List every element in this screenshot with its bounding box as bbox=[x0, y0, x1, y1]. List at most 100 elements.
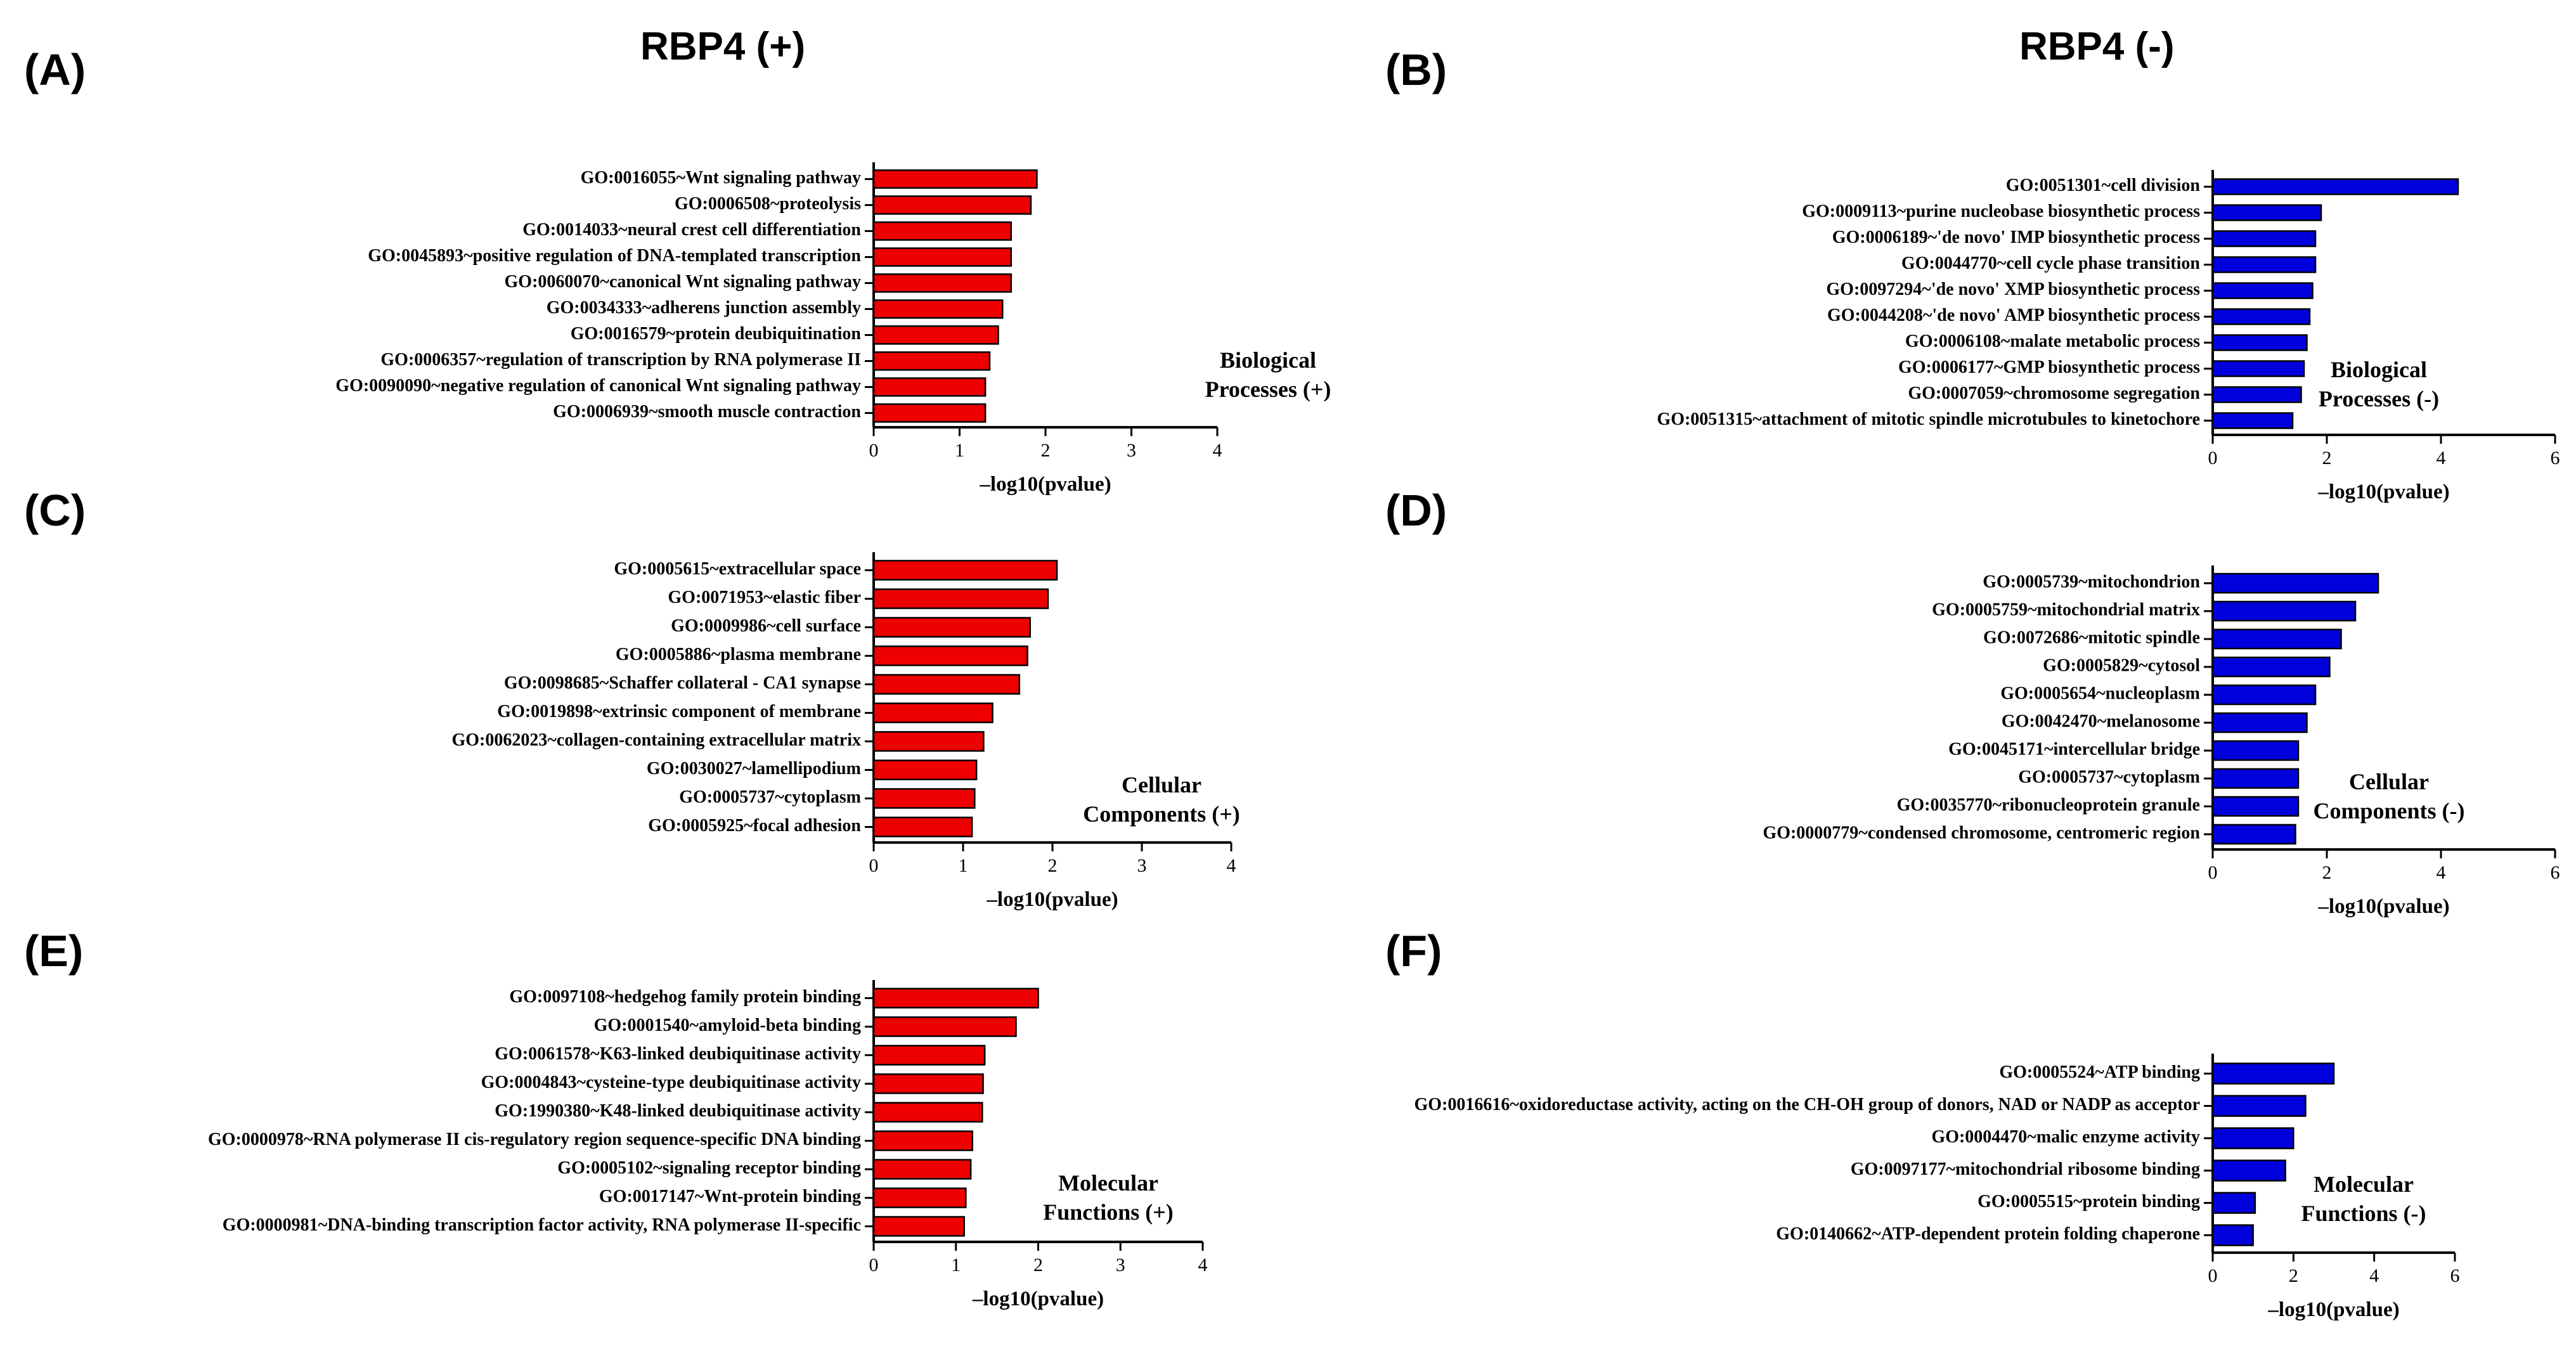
x-tick-label-d-2: 4 bbox=[2437, 862, 2446, 883]
bar-a-8 bbox=[872, 377, 987, 397]
category-label-d-9: GO:0000779~condensed chromosome, centrom… bbox=[1763, 823, 2200, 843]
x-tick-label-e-2: 2 bbox=[1033, 1255, 1043, 1275]
bar-c-6 bbox=[872, 731, 985, 752]
x-tick-label-a-1: 1 bbox=[955, 440, 964, 461]
category-annotation-line2-c: Components (+) bbox=[1083, 801, 1240, 827]
x-tick-label-a-0: 0 bbox=[869, 440, 879, 461]
category-label-e-3: GO:0004843~cysteine-type deubiquitinase … bbox=[481, 1073, 861, 1092]
category-label-f-4: GO:0005515~protein binding bbox=[1977, 1192, 2200, 1211]
x-tick-label-c-3: 3 bbox=[1137, 855, 1147, 876]
category-label-f-1: GO:0016616~oxidoreductase activity, acti… bbox=[1414, 1095, 2200, 1114]
x-tick-label-e-1: 1 bbox=[951, 1255, 961, 1275]
bar-a-3 bbox=[872, 247, 1013, 267]
bar-c-9 bbox=[872, 817, 973, 837]
x-tick-label-f-2: 4 bbox=[2369, 1265, 2379, 1286]
category-label-c-5: GO:0019898~extrinsic component of membra… bbox=[497, 702, 861, 721]
bar-f-4 bbox=[2211, 1192, 2256, 1214]
bar-b-0 bbox=[2211, 178, 2459, 195]
category-label-b-8: GO:0007059~chromosome segregation bbox=[1908, 384, 2200, 403]
category-label-b-7: GO:0006177~GMP biosynthetic process bbox=[1898, 358, 2200, 377]
bar-c-0 bbox=[872, 560, 1058, 581]
bar-d-0 bbox=[2211, 572, 2379, 594]
x-tick-label-f-1: 2 bbox=[2289, 1265, 2298, 1286]
category-label-c-3: GO:0005886~plasma membrane bbox=[616, 645, 861, 664]
panel-label-b: (B) bbox=[1385, 45, 1447, 94]
category-label-d-6: GO:0045171~intercellular bridge bbox=[1948, 739, 2200, 759]
category-label-c-1: GO:0071953~elastic fiber bbox=[668, 588, 861, 607]
category-label-d-3: GO:0005829~cytosol bbox=[2043, 655, 2200, 675]
bar-d-5 bbox=[2211, 712, 2308, 733]
panel-label-a: (A) bbox=[24, 45, 86, 94]
bar-c-2 bbox=[872, 617, 1031, 638]
category-label-e-0: GO:0097108~hedgehog family protein bindi… bbox=[509, 987, 861, 1007]
category-label-e-6: GO:0005102~signaling receptor binding bbox=[557, 1158, 861, 1178]
category-label-e-2: GO:0061578~K63-linked deubiquitinase act… bbox=[495, 1044, 861, 1064]
category-annotation-line1-b: Biological bbox=[2331, 357, 2427, 382]
bar-b-5 bbox=[2211, 308, 2311, 325]
category-label-d-4: GO:0005654~nucleoplasm bbox=[2000, 683, 2200, 703]
category-label-f-0: GO:0005524~ATP binding bbox=[1999, 1062, 2200, 1082]
category-label-d-1: GO:0005759~mitochondrial matrix bbox=[1932, 600, 2200, 619]
x-tick-label-b-1: 2 bbox=[2322, 448, 2332, 468]
category-label-b-9: GO:0051315~attachment of mitotic spindle… bbox=[1657, 410, 2200, 429]
x-tick-label-c-4: 4 bbox=[1227, 855, 1236, 876]
bar-d-9 bbox=[2211, 823, 2296, 845]
bar-a-4 bbox=[872, 273, 1013, 293]
category-label-a-4: GO:0060070~canonical Wnt signaling pathw… bbox=[505, 272, 861, 292]
bar-a-0 bbox=[872, 169, 1038, 189]
bar-e-8 bbox=[872, 1216, 965, 1237]
category-label-b-3: GO:0044770~cell cycle phase transition bbox=[1901, 254, 2200, 273]
category-label-b-2: GO:0006189~'de novo' IMP biosynthetic pr… bbox=[1832, 228, 2200, 247]
category-annotation-line2-a: Processes (+) bbox=[1205, 377, 1331, 402]
category-label-c-8: GO:0005737~cytoplasm bbox=[679, 787, 861, 807]
bar-c-8 bbox=[872, 788, 976, 809]
bar-f-2 bbox=[2211, 1127, 2294, 1149]
category-annotation-line1-e: Molecular bbox=[1058, 1170, 1158, 1196]
category-label-d-7: GO:0005737~cytoplasm bbox=[2018, 767, 2200, 787]
bar-a-1 bbox=[872, 195, 1032, 215]
bar-e-0 bbox=[872, 988, 1039, 1009]
x-tick-label-f-3: 6 bbox=[2450, 1265, 2460, 1286]
category-label-a-9: GO:0006939~smooth muscle contraction bbox=[553, 402, 861, 422]
category-label-a-2: GO:0014033~neural crest cell differentia… bbox=[522, 220, 861, 240]
category-label-a-1: GO:0006508~proteolysis bbox=[675, 194, 861, 214]
x-tick-label-f-0: 0 bbox=[2208, 1265, 2218, 1286]
bar-b-2 bbox=[2211, 230, 2317, 247]
bar-d-8 bbox=[2211, 796, 2300, 817]
category-label-b-0: GO:0051301~cell division bbox=[2006, 176, 2201, 195]
category-annotation-line1-c: Cellular bbox=[1122, 772, 1201, 797]
x-tick-label-a-2: 2 bbox=[1041, 440, 1051, 461]
category-label-d-0: GO:0005739~mitochondrion bbox=[1983, 572, 2200, 591]
bar-c-7 bbox=[872, 759, 978, 780]
category-label-a-0: GO:0016055~Wnt signaling pathway bbox=[581, 168, 861, 188]
category-label-c-9: GO:0005925~focal adhesion bbox=[648, 816, 861, 836]
category-annotation-line2-e: Functions (+) bbox=[1043, 1199, 1174, 1225]
bar-a-5 bbox=[872, 299, 1004, 319]
category-label-c-2: GO:0009986~cell surface bbox=[671, 616, 861, 636]
category-label-a-6: GO:0016579~protein deubiquitination bbox=[571, 324, 862, 344]
x-tick-label-a-3: 3 bbox=[1127, 440, 1136, 461]
category-annotation-line2-b: Processes (-) bbox=[2319, 386, 2439, 411]
bar-e-6 bbox=[872, 1159, 972, 1180]
category-annotation-line1-f: Molecular bbox=[2314, 1172, 2414, 1197]
x-axis-label-a: –log10(pvalue) bbox=[979, 473, 1111, 496]
category-label-d-5: GO:0042470~melanosome bbox=[2002, 711, 2200, 731]
category-label-c-6: GO:0062023~collagen-containing extracell… bbox=[451, 730, 861, 750]
category-label-e-1: GO:0001540~amyloid-beta binding bbox=[594, 1016, 861, 1035]
x-axis-label-d: –log10(pvalue) bbox=[2317, 895, 2449, 918]
category-label-e-7: GO:0017147~Wnt-protein binding bbox=[599, 1187, 861, 1206]
x-axis-label-c: –log10(pvalue) bbox=[986, 888, 1118, 911]
category-annotation-line2-d: Components (-) bbox=[2314, 798, 2465, 823]
x-tick-label-b-2: 4 bbox=[2437, 448, 2446, 468]
category-label-c-4: GO:0098685~Schaffer collateral - CA1 syn… bbox=[504, 673, 861, 693]
category-label-c-0: GO:0005615~extracellular space bbox=[614, 559, 861, 579]
x-tick-label-d-1: 2 bbox=[2322, 862, 2332, 883]
panel-label-d: (D) bbox=[1385, 486, 1447, 535]
x-tick-label-d-3: 6 bbox=[2551, 862, 2560, 883]
